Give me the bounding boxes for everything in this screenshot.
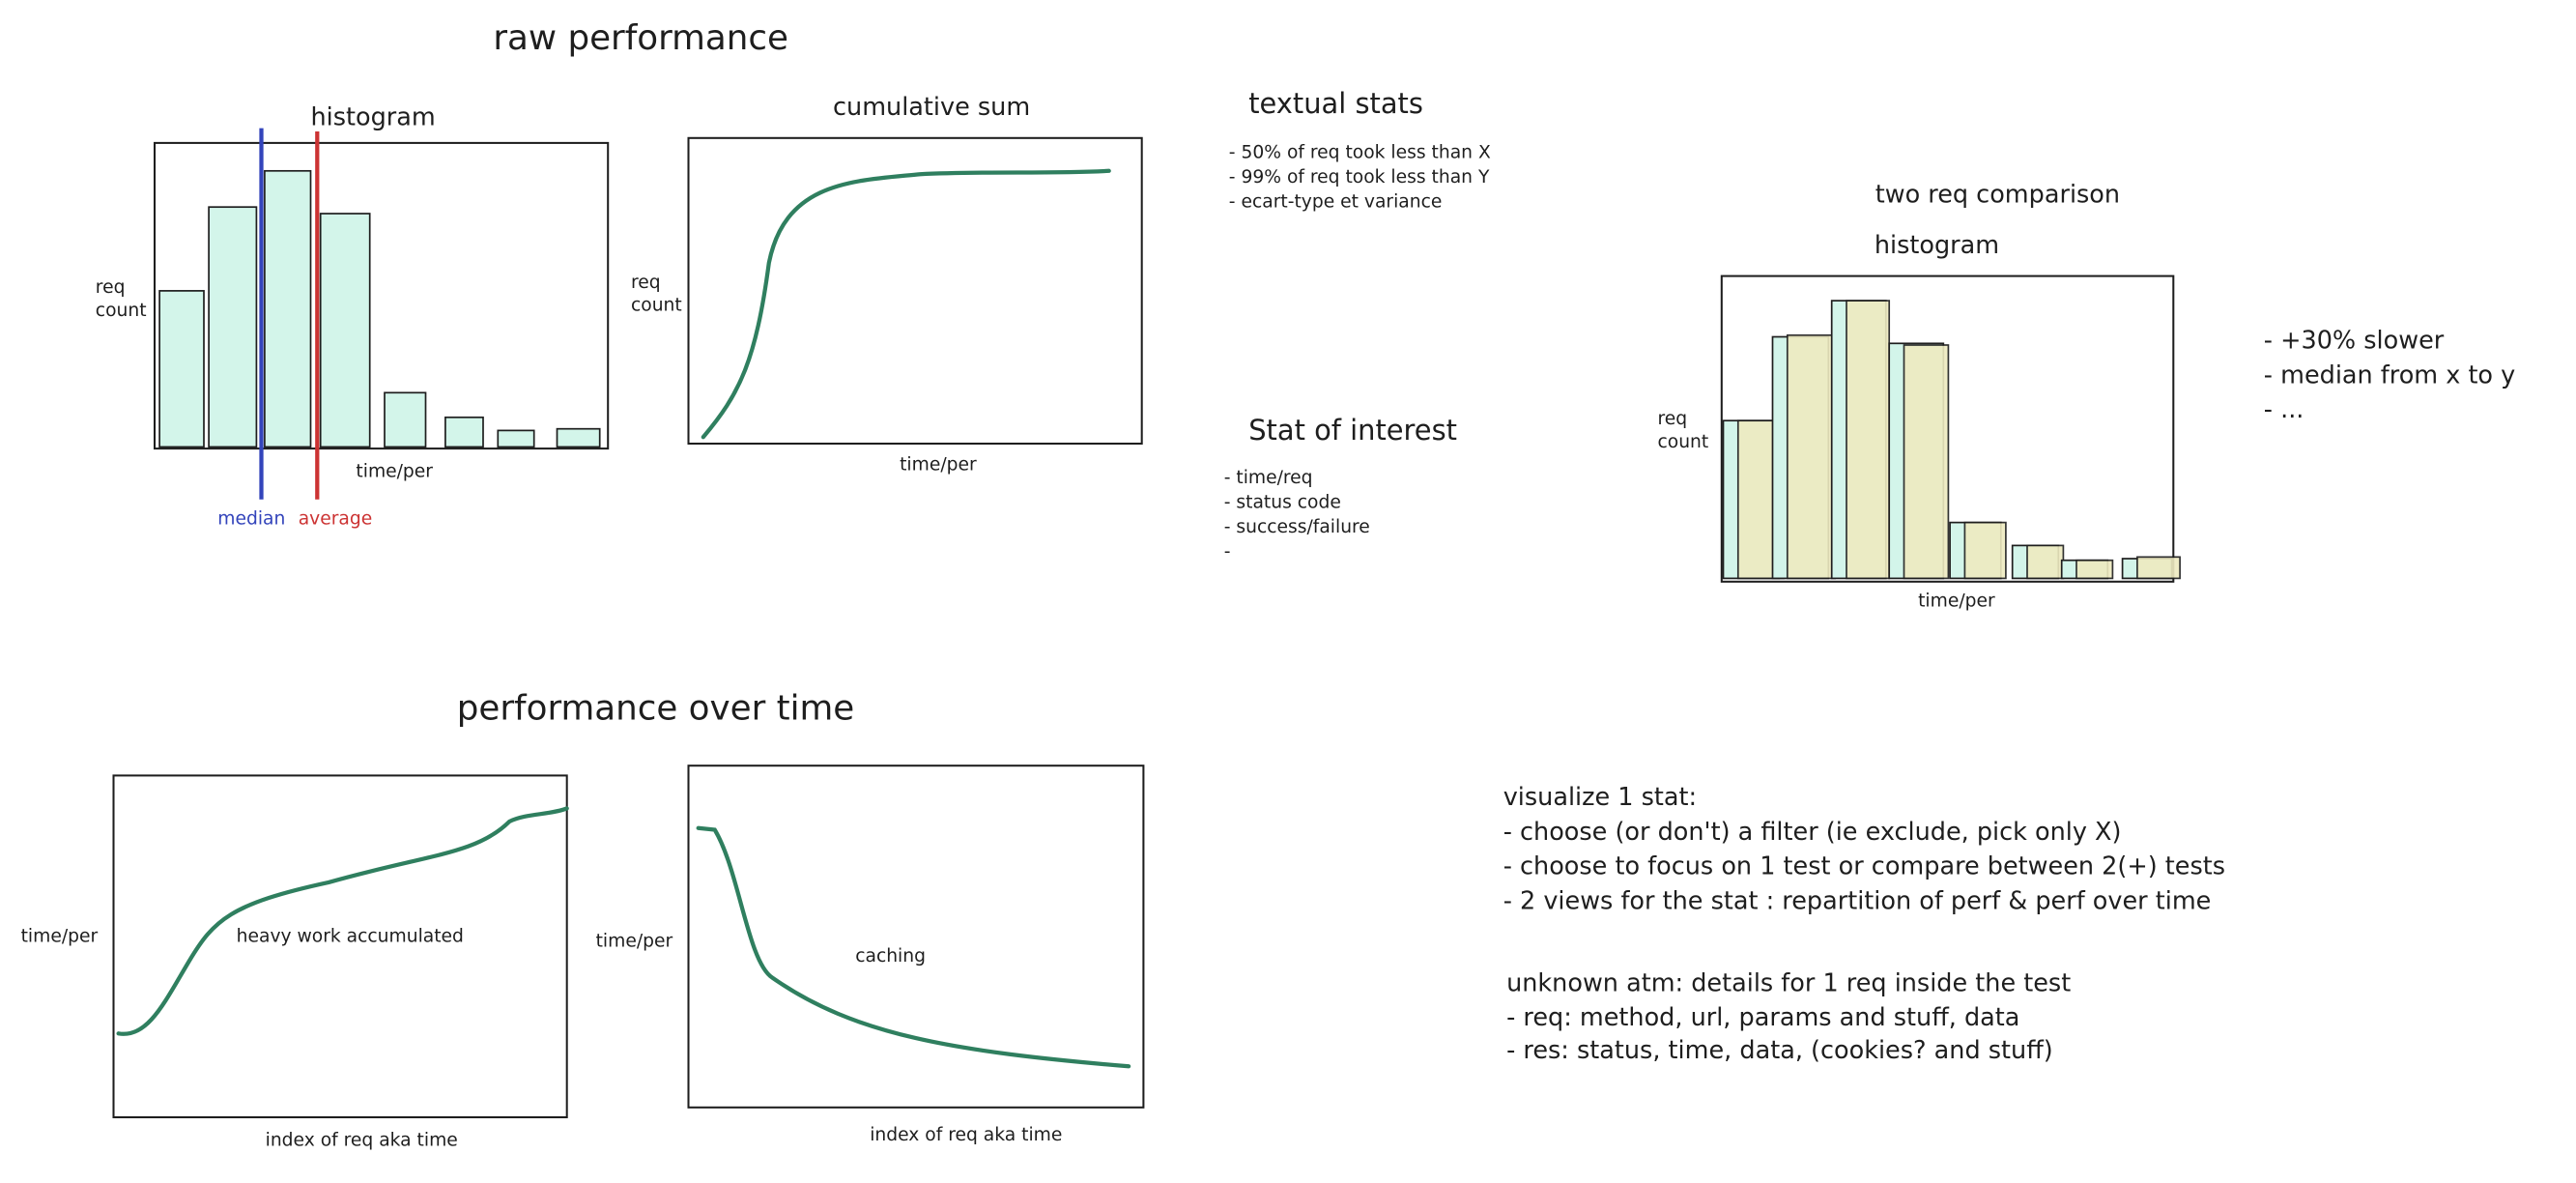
y-label: time/per (21, 926, 99, 946)
note-line: - choose to focus on 1 test or compare b… (1503, 852, 2225, 881)
list-item: - status code (1224, 493, 1341, 513)
note-line: - 2 views for the stat : repartition of … (1503, 886, 2212, 915)
marker-label: median (217, 509, 285, 530)
bar (158, 290, 205, 448)
y-label: req (631, 273, 661, 293)
bar (208, 206, 258, 448)
x-label: time/per (356, 461, 433, 481)
y-label: time/per (596, 932, 673, 952)
section-title: raw performance (493, 18, 788, 58)
x-label: time/per (900, 455, 977, 476)
note-line: - req: method, url, params and stuff, da… (1506, 1003, 2019, 1032)
chart-title: histogram (310, 102, 435, 131)
note: - +30% slower (2264, 327, 2445, 356)
block-title: textual stats (1248, 87, 1423, 120)
list-item: - success/failure (1224, 517, 1370, 537)
curve (701, 168, 1111, 440)
frame (687, 765, 1145, 1109)
note-line: visualize 1 stat: (1503, 783, 1697, 812)
bar (444, 416, 484, 448)
x-label: time/per (1918, 592, 1995, 612)
chart-title: cumulative sum (833, 93, 1030, 122)
y-label: count (631, 296, 682, 316)
histogram-bars (158, 169, 601, 448)
bar (1963, 521, 2007, 580)
bar (384, 391, 427, 448)
note-line: unknown atm: details for 1 req inside th… (1506, 968, 2071, 997)
y-label: count (1657, 432, 1708, 452)
note-line: - res: status, time, data, (cookies? and… (1506, 1036, 2053, 1065)
section-title: performance over time (457, 688, 854, 728)
x-label: index of req aka time (870, 1125, 1062, 1145)
curve (116, 806, 569, 1036)
list-item: - ecart-type et variance (1229, 192, 1443, 213)
block-title: two req comparison (1875, 180, 2120, 209)
marker-label: average (299, 509, 373, 530)
bar (1846, 300, 1891, 580)
annotation: caching (855, 946, 926, 967)
bar (497, 429, 535, 448)
frame (153, 141, 610, 450)
list-item: - 99% of req took less than Y (1229, 167, 1490, 188)
bar (319, 213, 371, 448)
bar (264, 169, 312, 448)
comparison-bars (1722, 300, 2181, 580)
bar (2026, 544, 2065, 580)
y-label: req (96, 277, 126, 298)
curve (696, 825, 1131, 1069)
list-item: - 50% of req took less than X (1229, 143, 1491, 163)
y-label: count (96, 301, 147, 321)
block-title: Stat of interest (1248, 414, 1457, 447)
frame (1720, 274, 2175, 583)
frame (112, 774, 568, 1119)
note: - ... (2264, 395, 2304, 424)
list-item: - time/req (1224, 468, 1313, 488)
y-label: req (1657, 409, 1687, 429)
annotation: heavy work accumulated (237, 926, 464, 946)
bar (556, 427, 601, 448)
bar (1903, 344, 1950, 580)
chart-title: histogram (1875, 231, 1999, 260)
bar (1786, 333, 1836, 580)
bar (2136, 556, 2181, 580)
list-item: - (1224, 542, 1231, 563)
note-line: - choose (or don't) a filter (ie exclude… (1503, 818, 2122, 847)
frame (687, 136, 1143, 446)
note: - median from x to y (2264, 361, 2515, 390)
x-label: index of req aka time (266, 1130, 458, 1150)
bar (2075, 559, 2114, 580)
